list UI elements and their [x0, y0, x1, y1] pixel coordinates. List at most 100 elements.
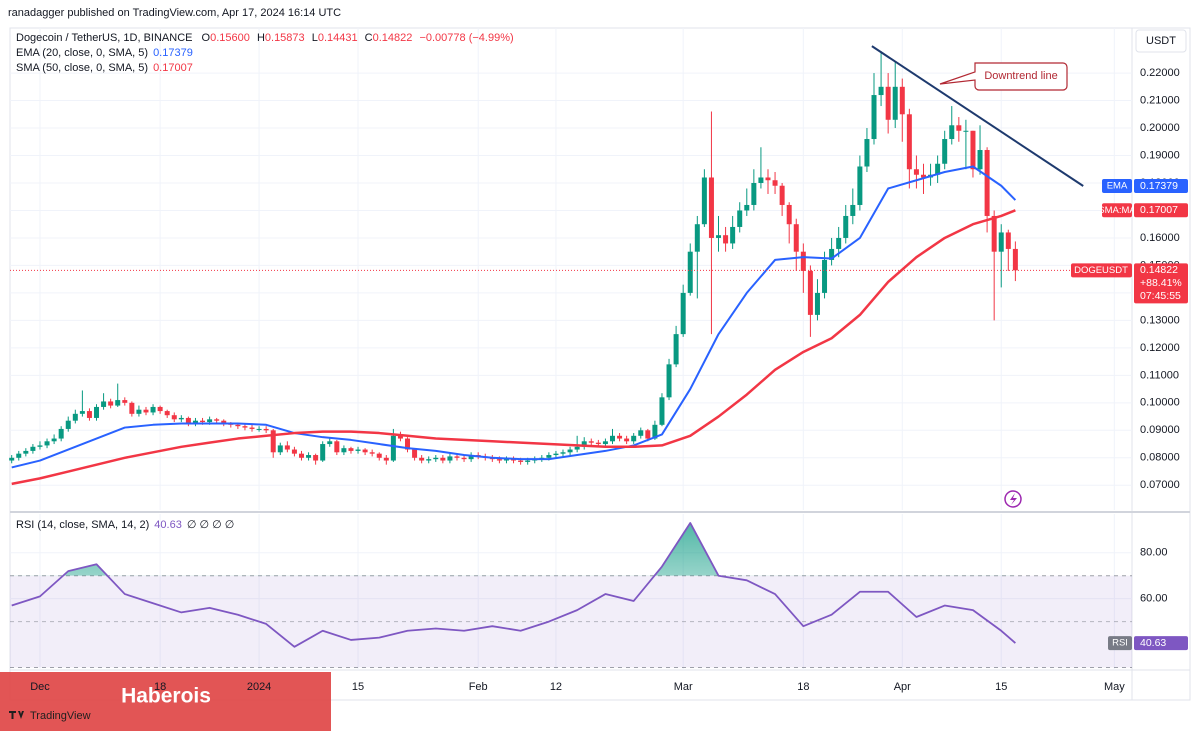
candle-body	[9, 457, 15, 461]
candle-body	[652, 424, 658, 439]
candle-body	[447, 456, 453, 461]
candle-body	[850, 204, 856, 216]
rsi-line	[11, 522, 1016, 648]
indicator-tag: SMA:MA	[1098, 205, 1136, 216]
candle-body	[157, 406, 163, 412]
candle-body	[348, 448, 354, 451]
price-tag-box	[1134, 263, 1188, 304]
candle-body	[284, 445, 290, 450]
candle-body	[383, 457, 389, 461]
ui: ranadagger published on TradingView.com,…	[0, 7, 1188, 731]
candle-body	[624, 438, 630, 442]
candle-body	[101, 401, 107, 407]
x-tick-label: May	[1104, 681, 1125, 693]
y-tick-label: 0.07000	[1140, 479, 1180, 491]
logo: TradingView	[30, 710, 91, 722]
ohlc-value: 0.14822	[373, 32, 413, 44]
candle-body	[178, 417, 184, 420]
candle-body	[885, 86, 891, 120]
candle-body	[249, 427, 255, 429]
candle-body	[765, 177, 771, 181]
candle-body	[786, 204, 792, 225]
candle-body	[906, 114, 912, 170]
candle-body	[122, 400, 128, 403]
candle-body	[454, 456, 460, 458]
indicator-tag-box	[1102, 179, 1132, 194]
candle-body	[574, 446, 580, 450]
candle-body	[638, 430, 644, 436]
annotation-callout: Downtrend line	[939, 62, 1068, 91]
indicator-value: 0.17379	[1140, 180, 1178, 192]
candle-body	[822, 259, 828, 293]
candle-body	[701, 177, 707, 225]
candle-body	[737, 210, 743, 227]
candle-body	[723, 235, 729, 244]
currency[interactable]: USDT	[1146, 35, 1176, 47]
indicator-tag-box	[1102, 203, 1132, 218]
candle-body	[694, 224, 700, 252]
x-tick-label: 15	[352, 681, 364, 693]
candle-body	[758, 177, 764, 183]
ohlc-label: H	[257, 32, 265, 44]
candle-body	[716, 235, 722, 238]
candle-body	[355, 449, 361, 451]
currency-button[interactable]	[1135, 29, 1187, 53]
countdown-tag: 07:45:55	[1140, 290, 1181, 302]
candle-body	[65, 420, 71, 429]
candle-body	[1005, 232, 1011, 249]
candle-body	[673, 334, 679, 365]
candle-body	[744, 204, 750, 211]
candle-body	[37, 445, 43, 447]
candle-body	[588, 441, 594, 443]
candle-body	[79, 411, 85, 414]
candle-body	[426, 459, 432, 461]
candle-body	[468, 455, 474, 460]
rsi-value: 40.63	[154, 519, 182, 531]
candle-body	[793, 224, 799, 252]
ohlc-label: L	[312, 32, 318, 44]
x-tick-label: Dec	[30, 681, 50, 693]
price-change-tag: +88.41%	[1140, 277, 1182, 289]
candle-body	[256, 428, 262, 430]
candle-body	[864, 139, 870, 167]
indicator-line	[11, 165, 1017, 469]
legend-sma: SMA (50, close, 0, SMA, 5) 0.17007	[16, 62, 193, 74]
candle-body	[942, 139, 948, 164]
candle-body	[30, 446, 36, 451]
y-tick-label: 0.10000	[1140, 397, 1180, 409]
alert-icon[interactable]	[1004, 490, 1022, 508]
candle-body	[984, 150, 990, 216]
y-tick-label: 0.21000	[1140, 94, 1180, 106]
candle-body	[511, 459, 517, 461]
indicator-value-box	[1134, 203, 1188, 218]
x-tick-label: 15	[995, 681, 1007, 693]
candle-body	[270, 430, 276, 453]
grid	[10, 28, 1132, 670]
y-tick-label: 0.08000	[1140, 452, 1180, 464]
y-tick-label: 0.22000	[1140, 67, 1180, 79]
icon-ring[interactable]	[1004, 490, 1022, 508]
candle-body	[72, 413, 78, 421]
candle-body	[390, 435, 396, 461]
candle-body	[645, 430, 651, 439]
candle-body	[730, 226, 736, 244]
y-tick-label: 0.19000	[1140, 149, 1180, 161]
legend-rsi: RSI (14, close, SMA, 14, 2) 40.63 ∅ ∅ ∅ ∅	[16, 519, 234, 531]
candle-body	[779, 185, 785, 205]
candle-body	[800, 251, 806, 271]
candle-body	[419, 457, 425, 461]
candle-body	[595, 442, 601, 445]
candle-body	[977, 150, 983, 170]
candle-body	[567, 449, 573, 453]
y-tick-label: 0.12000	[1140, 342, 1180, 354]
ohlc-value: 0.14431	[318, 32, 358, 44]
y-tick-label: 0.11000	[1140, 369, 1179, 381]
candle-body	[376, 453, 382, 458]
icon-bolt[interactable]	[1010, 493, 1017, 505]
x-tick-label: Mar	[674, 681, 693, 693]
rsi-title: RSI (14, close, SMA, 14, 2)	[16, 519, 149, 531]
candle-body	[892, 86, 898, 120]
candle-body	[327, 441, 333, 445]
candle-body	[814, 292, 820, 315]
